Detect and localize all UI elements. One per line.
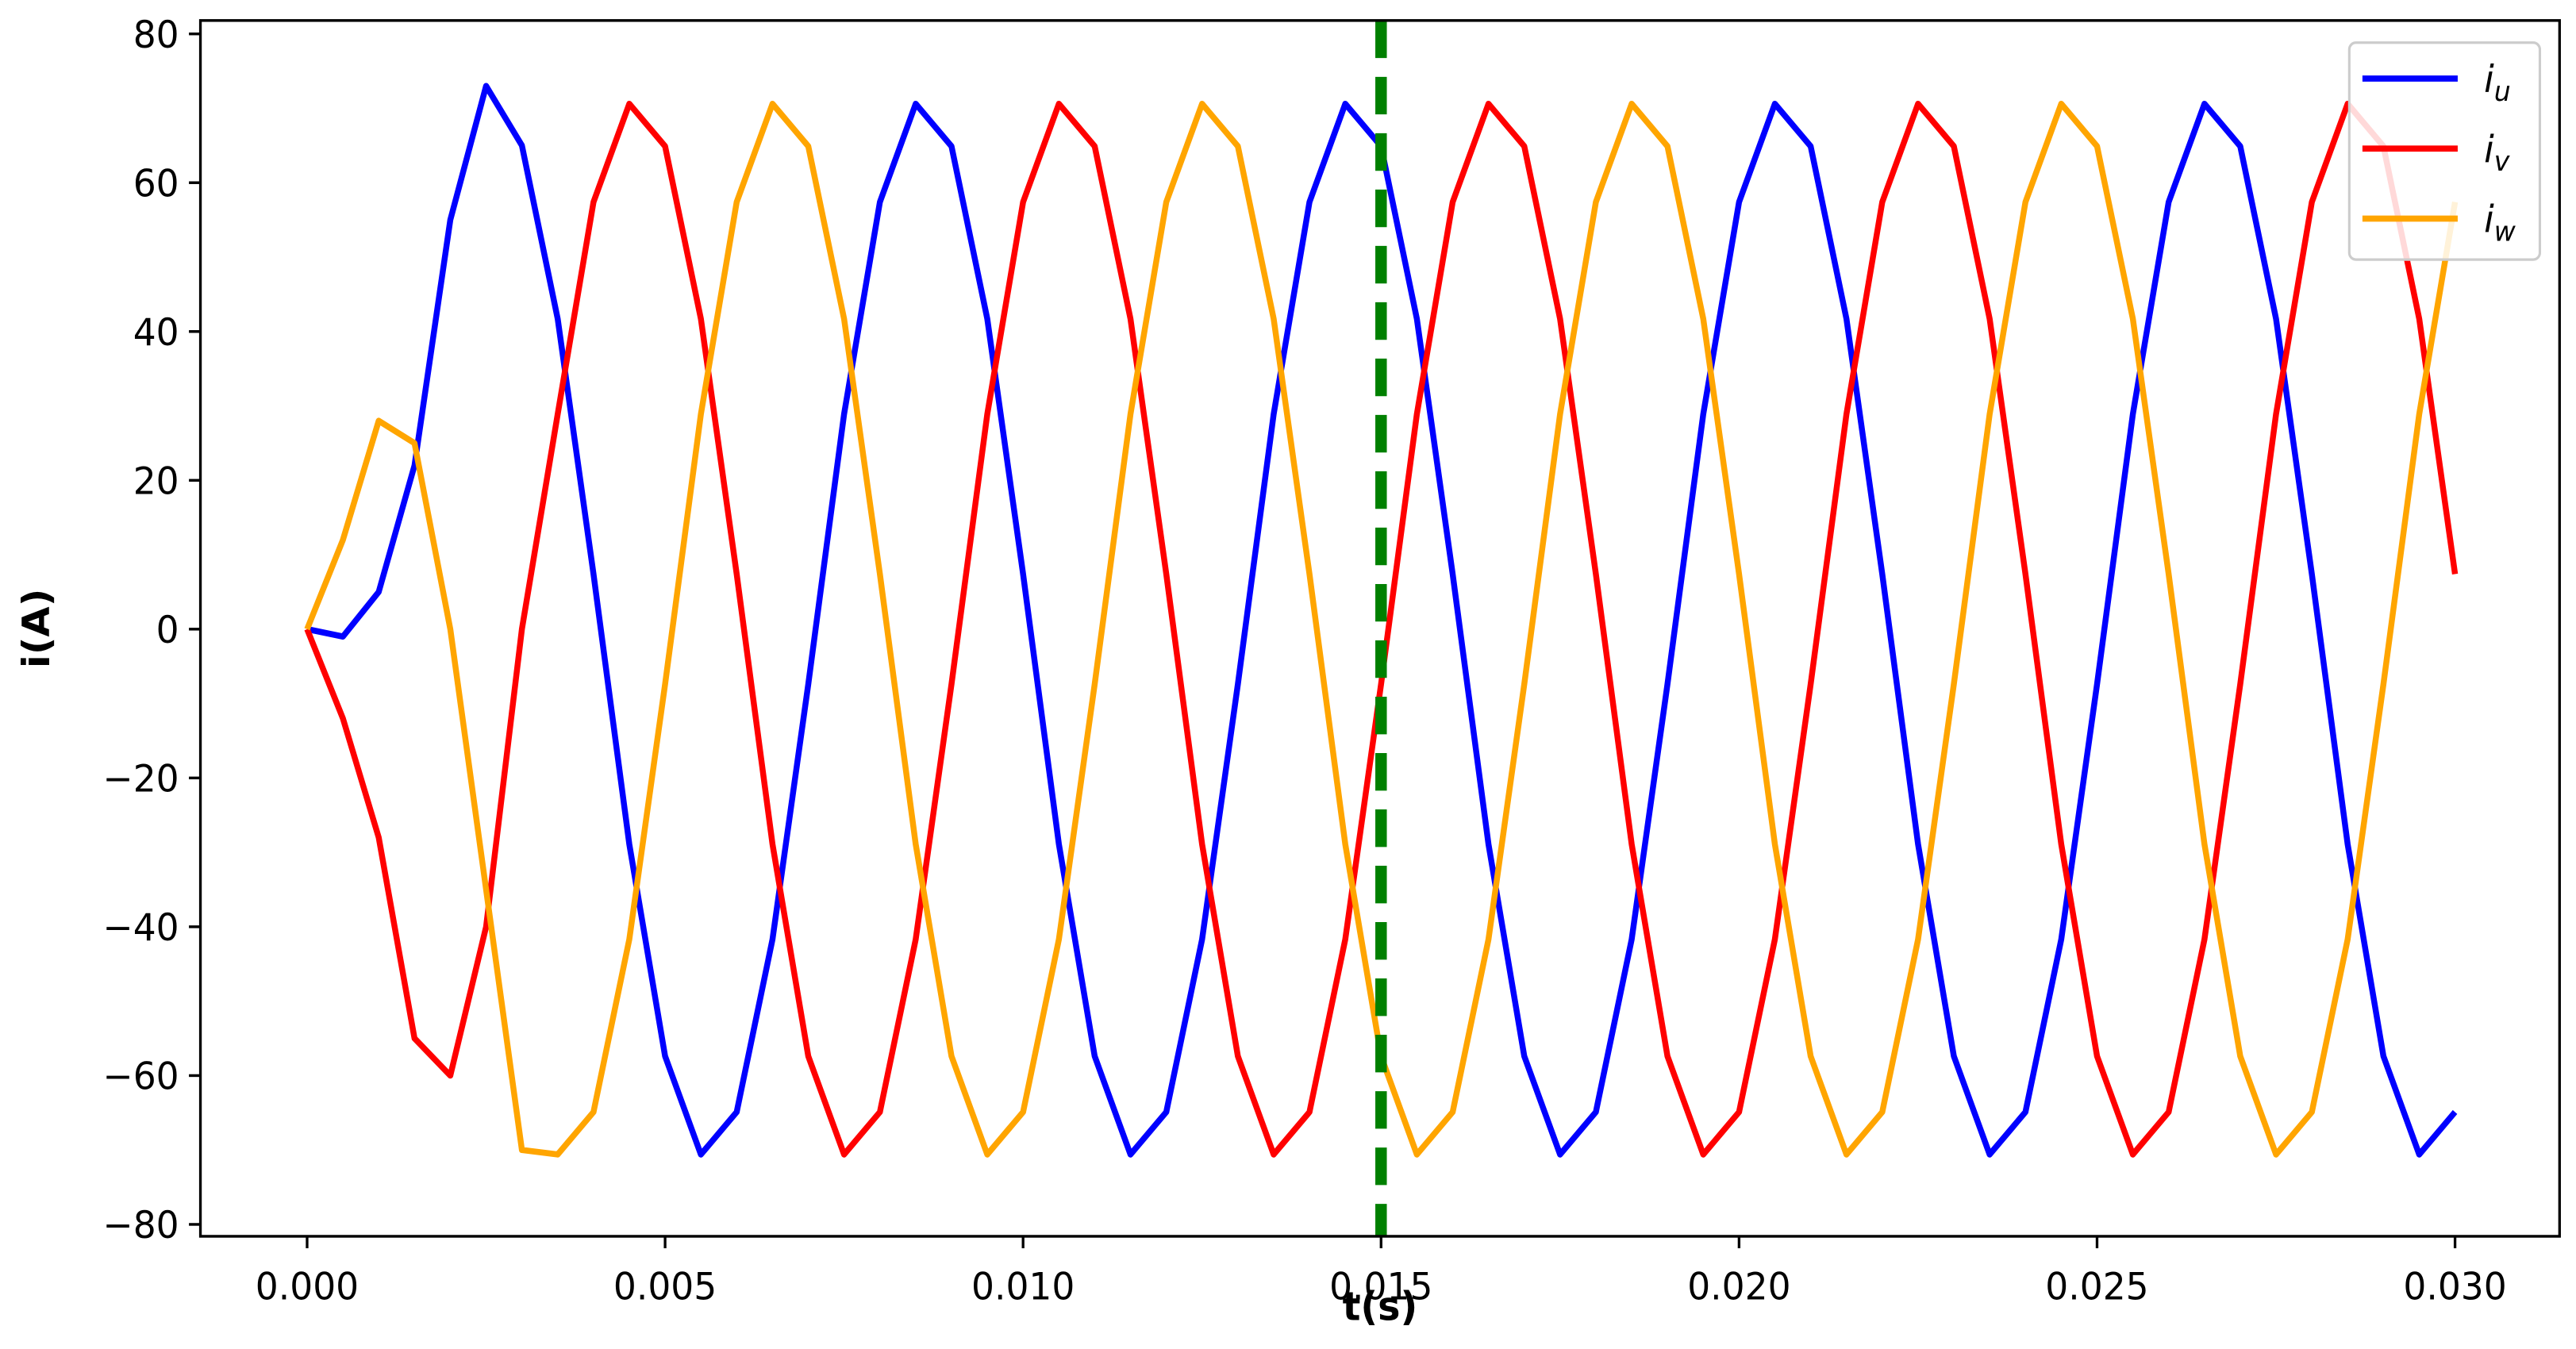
y-tick-label: 80: [133, 13, 179, 56]
y-tick-label: −20: [103, 757, 179, 801]
y-tick-label: 60: [133, 162, 179, 206]
x-tick-label: 0.010: [971, 1265, 1075, 1309]
y-tick-label: −60: [103, 1055, 179, 1098]
x-axis-label: t(s): [1343, 1285, 1418, 1330]
legend-label: iu: [2484, 57, 2511, 107]
legend-label: iw: [2484, 198, 2516, 248]
y-tick-label: 20: [133, 459, 179, 503]
y-tick-label: −40: [103, 905, 179, 949]
x-tick-label: 0.025: [2045, 1265, 2148, 1309]
y-tick-label: 40: [133, 310, 179, 354]
legend-label: iv: [2484, 128, 2510, 178]
x-tick-label: 0.005: [613, 1265, 717, 1309]
plot-frame: [198, 19, 2561, 1238]
x-tick-label: 0.030: [2403, 1265, 2506, 1309]
y-tick-label: −80: [103, 1203, 179, 1247]
y-tick-label: 0: [156, 608, 179, 651]
series-line: [304, 100, 2459, 1158]
x-tick-label: 0.015: [1329, 1265, 1432, 1309]
x-tick-label: 0.000: [256, 1265, 359, 1309]
x-tick-label: 0.020: [1687, 1265, 1790, 1309]
y-axis-label: i(A): [15, 589, 59, 668]
